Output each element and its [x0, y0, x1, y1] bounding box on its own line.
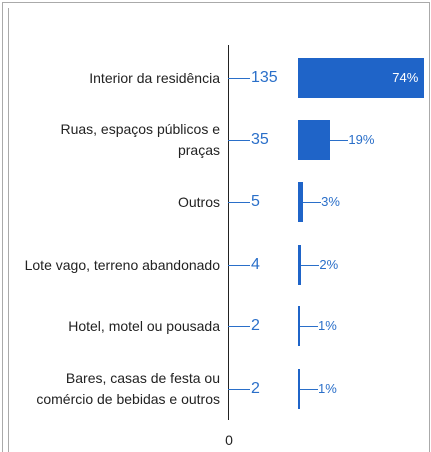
bar	[298, 369, 300, 409]
bar	[298, 58, 425, 98]
category-label: Hotel, motel ou pousada	[68, 317, 220, 334]
bar	[298, 182, 304, 222]
axis-tick-label: 0	[225, 432, 233, 448]
bar	[298, 245, 302, 285]
value-label: 1%	[318, 381, 337, 396]
count-connector	[228, 140, 250, 141]
count-connector	[228, 265, 250, 266]
axis-line	[228, 45, 229, 420]
bar	[298, 120, 331, 160]
count-label: 5	[251, 193, 260, 210]
value-connector	[300, 389, 318, 390]
count-connector	[228, 202, 250, 203]
category-label: Bares, casas de festa ou comércio de beb…	[36, 370, 220, 407]
category-label: Outros	[177, 193, 220, 210]
count-connector	[228, 389, 250, 390]
value-label: 3%	[321, 194, 340, 209]
count-connector	[228, 326, 250, 327]
category-label: Ruas, espaços públicos e praças	[60, 121, 220, 158]
value-label: 1%	[318, 318, 337, 333]
value-connector	[300, 326, 318, 327]
value-connector	[303, 202, 322, 203]
count-label: 4	[251, 256, 260, 273]
count-label: 2	[251, 317, 260, 334]
category-label: Lote vago, terreno abandonado	[24, 256, 220, 273]
value-label: 19%	[348, 132, 375, 147]
count-connector	[228, 78, 250, 79]
category-label: Interior da residência	[89, 69, 220, 86]
value-label: 2%	[319, 257, 339, 272]
value-connector	[301, 265, 320, 266]
value-label: 74%	[392, 70, 419, 85]
count-label: 2	[251, 380, 260, 397]
count-label: 35	[251, 131, 269, 148]
count-label: 135	[251, 69, 278, 86]
bar	[298, 306, 300, 346]
inner-frame	[8, 8, 9, 452]
value-connector	[330, 140, 349, 141]
